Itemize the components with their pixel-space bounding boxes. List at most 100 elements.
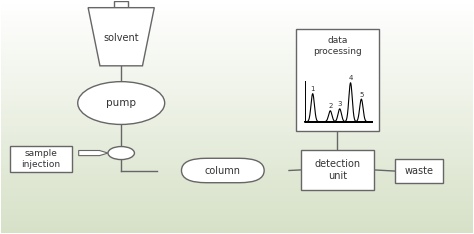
FancyBboxPatch shape: [395, 159, 443, 183]
Bar: [0, 214, 474, 216]
Bar: [0, 204, 474, 206]
Bar: [0, 123, 474, 125]
Bar: [0, 109, 474, 111]
Text: 4: 4: [348, 75, 353, 81]
Bar: [0, 32, 474, 34]
Bar: [0, 165, 474, 167]
Circle shape: [108, 146, 135, 160]
Bar: [0, 210, 474, 212]
Bar: [0, 1, 474, 3]
Text: pump: pump: [106, 98, 136, 108]
Bar: [0, 92, 474, 94]
Bar: [0, 222, 474, 224]
FancyBboxPatch shape: [10, 146, 72, 172]
Bar: [0, 135, 474, 136]
Bar: [0, 227, 474, 229]
Bar: [0, 12, 474, 14]
Polygon shape: [114, 1, 128, 8]
FancyBboxPatch shape: [182, 158, 264, 183]
Bar: [0, 102, 474, 103]
Bar: [0, 78, 474, 80]
FancyBboxPatch shape: [296, 29, 379, 131]
Bar: [0, 189, 474, 191]
Bar: [0, 185, 474, 187]
Bar: [0, 138, 474, 140]
Bar: [0, 224, 474, 226]
Bar: [0, 202, 474, 204]
Bar: [0, 144, 474, 146]
Bar: [0, 36, 474, 37]
Bar: [0, 169, 474, 171]
Bar: [0, 24, 474, 26]
Bar: [0, 229, 474, 231]
Bar: [0, 41, 474, 43]
Bar: [0, 63, 474, 65]
Text: solvent: solvent: [103, 33, 139, 43]
Bar: [0, 98, 474, 99]
Bar: [0, 26, 474, 28]
Bar: [0, 191, 474, 193]
Bar: [0, 140, 474, 142]
Bar: [0, 187, 474, 189]
Bar: [0, 57, 474, 59]
Bar: [0, 148, 474, 150]
Bar: [0, 51, 474, 53]
Bar: [0, 53, 474, 55]
Text: 5: 5: [359, 92, 364, 98]
Bar: [0, 156, 474, 158]
Text: data
processing: data processing: [313, 36, 362, 56]
Bar: [0, 103, 474, 105]
Bar: [0, 179, 474, 181]
Bar: [0, 74, 474, 76]
Bar: [0, 43, 474, 45]
Bar: [0, 99, 474, 102]
Bar: [0, 7, 474, 8]
Bar: [0, 197, 474, 198]
Bar: [0, 16, 474, 18]
Bar: [0, 216, 474, 218]
Bar: [0, 65, 474, 67]
Bar: [0, 113, 474, 115]
Bar: [0, 125, 474, 127]
Bar: [0, 80, 474, 82]
Bar: [0, 47, 474, 49]
Text: detection
unit: detection unit: [314, 159, 361, 181]
Bar: [0, 171, 474, 173]
Bar: [0, 212, 474, 214]
Bar: [0, 152, 474, 154]
Bar: [0, 107, 474, 109]
Bar: [0, 3, 474, 5]
Bar: [0, 69, 474, 70]
Bar: [0, 231, 474, 233]
Bar: [0, 167, 474, 169]
Bar: [0, 208, 474, 210]
Bar: [0, 88, 474, 90]
Text: waste: waste: [404, 166, 433, 176]
Bar: [0, 226, 474, 227]
Bar: [0, 146, 474, 148]
Circle shape: [78, 82, 164, 124]
Bar: [0, 18, 474, 20]
Polygon shape: [79, 150, 108, 156]
Bar: [0, 70, 474, 72]
Bar: [0, 86, 474, 88]
Bar: [0, 193, 474, 194]
Text: sample
injection: sample injection: [21, 149, 60, 168]
Bar: [0, 198, 474, 200]
Bar: [0, 22, 474, 24]
Bar: [0, 206, 474, 208]
Bar: [0, 136, 474, 138]
FancyBboxPatch shape: [301, 150, 374, 190]
Bar: [0, 8, 474, 10]
Bar: [0, 121, 474, 123]
Bar: [0, 115, 474, 117]
Bar: [0, 173, 474, 175]
Bar: [0, 14, 474, 16]
Bar: [0, 49, 474, 51]
Bar: [0, 218, 474, 220]
Bar: [0, 177, 474, 179]
Bar: [0, 164, 474, 165]
Bar: [0, 45, 474, 47]
Bar: [0, 72, 474, 74]
Bar: [0, 34, 474, 36]
